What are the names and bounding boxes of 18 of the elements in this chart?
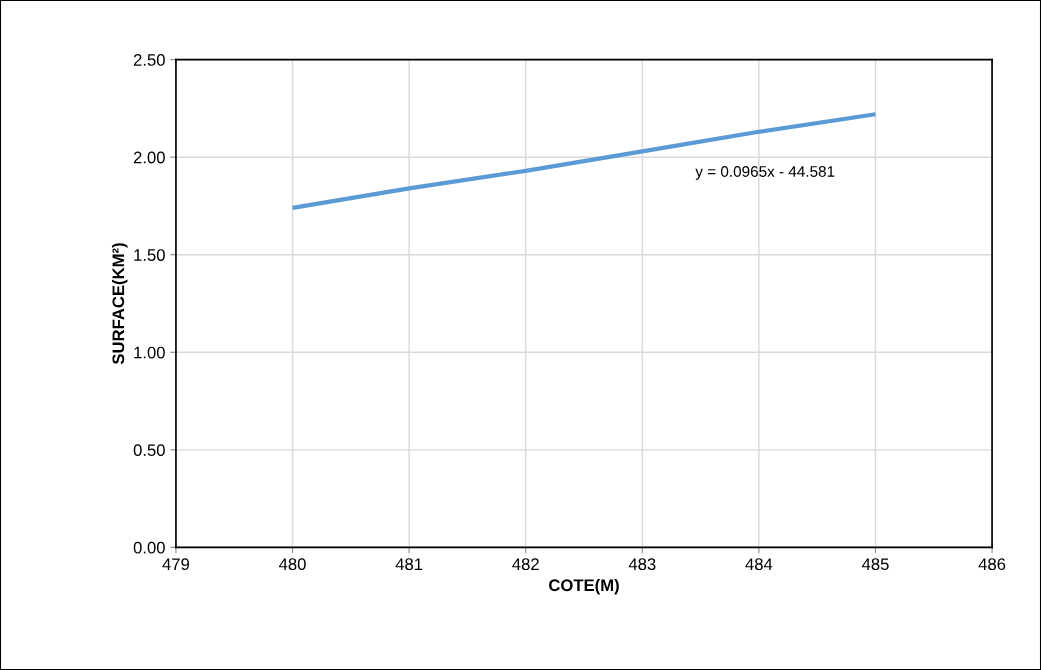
x-tick-label: 484 bbox=[745, 558, 773, 571]
y-tick-label: 1.50 bbox=[134, 249, 165, 261]
x-tick-label: 480 bbox=[279, 558, 306, 571]
x-tick-label: 486 bbox=[978, 558, 1006, 571]
x-tick-label: 482 bbox=[512, 558, 539, 571]
x-tick-label: 481 bbox=[395, 558, 423, 571]
y-tick-label: 2.00 bbox=[133, 151, 165, 164]
annotation: y = 0.0965x - 44.581 bbox=[695, 166, 835, 180]
line-series bbox=[290, 112, 878, 210]
y-tick-label: 2.50 bbox=[133, 54, 165, 66]
x-axis-title: COTE(M) bbox=[549, 578, 619, 595]
x-tick-label: 485 bbox=[861, 558, 889, 571]
y-axis-title: SURFACE(KM²) bbox=[111, 243, 128, 365]
y-tick-label: 0.00 bbox=[133, 541, 165, 554]
x-tick-label: 479 bbox=[162, 558, 190, 571]
y-tick-label: 0.50 bbox=[133, 444, 165, 457]
y-tick-label: 1.00 bbox=[134, 346, 165, 359]
x-tick-label: 483 bbox=[628, 558, 656, 571]
